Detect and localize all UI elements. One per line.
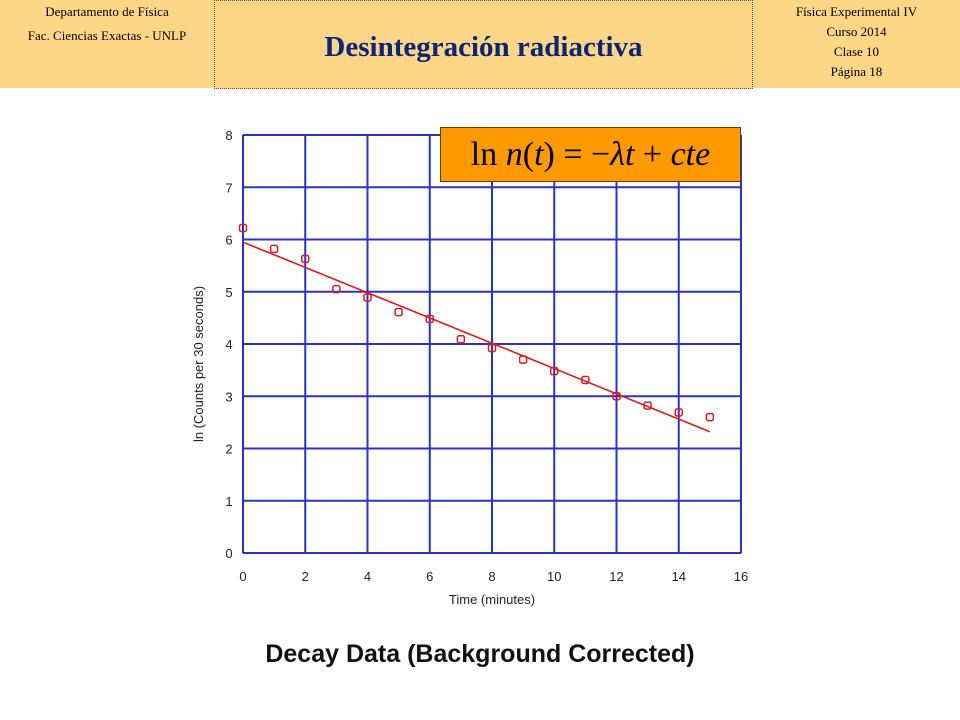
x-axis-label: Time (minutes) <box>449 592 535 607</box>
y-axis-label: ln (Counts per 30 seconds) <box>191 286 206 442</box>
x-tick-label: 2 <box>302 569 309 584</box>
data-point <box>487 343 497 353</box>
y-tick-label: 8 <box>225 128 232 143</box>
data-point <box>394 307 403 317</box>
page-number: Página 18 <box>830 64 883 79</box>
x-tick-label: 10 <box>547 569 561 584</box>
eq-close-paren: ) <box>543 135 555 173</box>
eq-t1: t <box>534 135 544 173</box>
data-point <box>425 314 434 324</box>
data-point <box>643 401 652 410</box>
faculty-name: Fac. Ciencias Exactas - UNLP <box>27 28 187 43</box>
x-tick-label: 6 <box>426 569 433 584</box>
data-point <box>550 366 559 376</box>
y-tick-label: 2 <box>225 442 232 457</box>
y-tick-label: 6 <box>225 233 232 248</box>
eq-lambda: λ <box>610 135 625 173</box>
data-point <box>705 412 715 422</box>
eq-open-paren: ( <box>522 135 535 173</box>
chart-data-points <box>238 223 715 422</box>
y-tick-label: 0 <box>225 546 232 561</box>
y-tick-label: 7 <box>225 180 232 195</box>
data-point <box>332 284 341 294</box>
course-year: Curso 2014 <box>826 24 887 39</box>
x-tick-label: 8 <box>488 569 495 584</box>
y-tick-label: 3 <box>225 389 232 404</box>
y-tick-label: 4 <box>225 337 232 352</box>
data-point <box>612 392 621 401</box>
eq-n: n <box>505 135 523 173</box>
y-tick-label: 5 <box>225 285 232 300</box>
eq-ln: ln <box>470 135 498 173</box>
header-right-panel: Física Experimental IV Curso 2014 Clase … <box>753 0 960 88</box>
equation-box: ln n(t) = − λ t + cte <box>440 127 741 182</box>
eq-equals: = − <box>554 135 611 173</box>
header-left-panel: Departamento de Física Fac. Ciencias Exa… <box>0 0 214 88</box>
data-point <box>238 223 248 233</box>
x-tick-label: 14 <box>672 569 686 584</box>
x-tick-label: 0 <box>239 569 246 584</box>
eq-cte: cte <box>670 135 711 173</box>
data-point <box>301 254 310 264</box>
x-tick-label: 12 <box>609 569 623 584</box>
x-tick-label: 16 <box>734 569 748 584</box>
eq-t2: t <box>624 135 635 173</box>
course-name: Física Experimental IV <box>795 4 918 19</box>
y-tick-label: 1 <box>225 494 232 509</box>
data-point <box>456 335 466 344</box>
header-title-panel: Desintegración radiactiva <box>214 0 753 89</box>
data-point <box>269 244 279 254</box>
chart-caption: Decay Data (Background Corrected) <box>265 640 695 668</box>
department-name: Departamento de Física <box>45 4 169 19</box>
chart-fit-line <box>242 241 711 433</box>
x-tick-label: 4 <box>364 569 371 584</box>
data-point <box>518 355 528 364</box>
slide-title: Desintegración radiactiva <box>324 31 643 63</box>
fit-line <box>242 241 711 433</box>
eq-plus: + <box>634 135 671 173</box>
data-point <box>363 293 372 302</box>
data-point <box>674 408 683 417</box>
data-point <box>581 375 590 385</box>
class-number: Clase 10 <box>833 44 880 59</box>
